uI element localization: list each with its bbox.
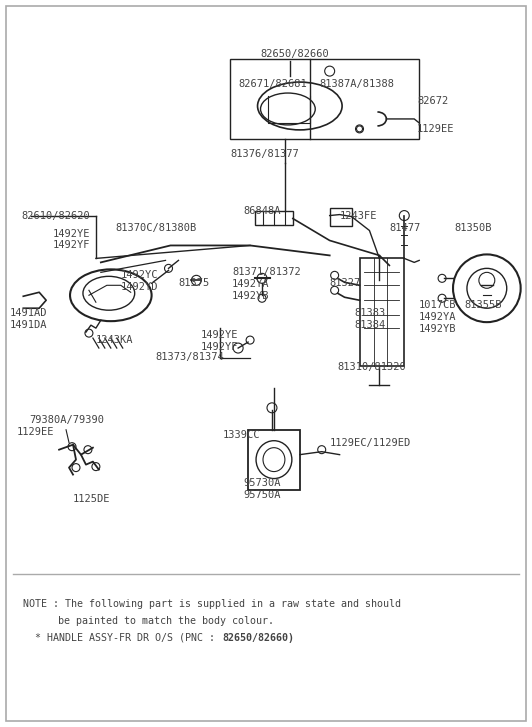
Text: 1492YF: 1492YF [201, 342, 238, 352]
Text: 82672: 82672 [417, 96, 448, 106]
Text: 1491DA: 1491DA [10, 320, 47, 330]
Text: 81376/81377: 81376/81377 [231, 149, 300, 158]
Text: 81355B: 81355B [464, 300, 502, 310]
Bar [230, 59, 419, 139]
Text: 81384: 81384 [354, 320, 386, 330]
Text: 1339CC: 1339CC [222, 430, 260, 440]
Bar [360, 258, 404, 366]
Text: 1492YF: 1492YF [53, 241, 90, 251]
Text: 1492YE: 1492YE [201, 330, 238, 340]
Text: 1129EE: 1129EE [16, 427, 54, 437]
Text: 1129EC/1129ED: 1129EC/1129ED [330, 438, 411, 448]
Text: 82610/82620: 82610/82620 [21, 211, 90, 220]
Text: 81370C/81380B: 81370C/81380B [116, 222, 197, 233]
Text: 1017CB: 1017CB [419, 300, 456, 310]
Text: 1492YB: 1492YB [232, 292, 270, 301]
Text: 81310/81320: 81310/81320 [338, 362, 406, 372]
Text: 82650/82660): 82650/82660) [222, 633, 294, 643]
Text: 1243KA: 1243KA [96, 335, 134, 345]
Text: 81477: 81477 [389, 222, 421, 233]
Text: NOTE : The following part is supplied in a raw state and should: NOTE : The following part is supplied in… [23, 599, 401, 609]
Text: 1492YA: 1492YA [419, 312, 456, 322]
Text: 81387A/81388: 81387A/81388 [320, 79, 395, 89]
Text: be painted to match the body colour.: be painted to match the body colour. [58, 616, 274, 626]
Text: 81373/81374: 81373/81374 [155, 352, 225, 362]
Text: 81327: 81327 [330, 278, 361, 289]
Text: 95750A: 95750A [243, 489, 280, 499]
Bar [330, 208, 352, 225]
Bar [248, 430, 300, 489]
Text: 1492YC: 1492YC [121, 270, 158, 281]
Text: 79380A/79390: 79380A/79390 [29, 415, 104, 425]
Text: 1492YE: 1492YE [53, 228, 90, 238]
Text: 1243FE: 1243FE [339, 211, 377, 220]
Text: 81383: 81383 [354, 308, 386, 318]
Bar [255, 211, 293, 225]
Text: 1492YB: 1492YB [419, 324, 456, 334]
Text: 82671/82681: 82671/82681 [238, 79, 307, 89]
Text: 95730A: 95730A [243, 478, 280, 488]
Text: 1491AD: 1491AD [10, 308, 47, 318]
Text: 81371/81372: 81371/81372 [232, 268, 301, 278]
Text: 1129EE: 1129EE [417, 124, 455, 134]
Text: 81350B: 81350B [454, 222, 492, 233]
Text: 1492YA: 1492YA [232, 279, 270, 289]
Text: 1125DE: 1125DE [73, 494, 111, 505]
Text: 86848A: 86848A [243, 206, 280, 216]
Text: * HANDLE ASSY-FR DR O/S (PNC :: * HANDLE ASSY-FR DR O/S (PNC : [23, 633, 221, 643]
Text: 81375: 81375 [178, 278, 210, 289]
Text: 1492YD: 1492YD [121, 282, 158, 292]
Text: 82650/82660: 82650/82660 [261, 49, 329, 59]
